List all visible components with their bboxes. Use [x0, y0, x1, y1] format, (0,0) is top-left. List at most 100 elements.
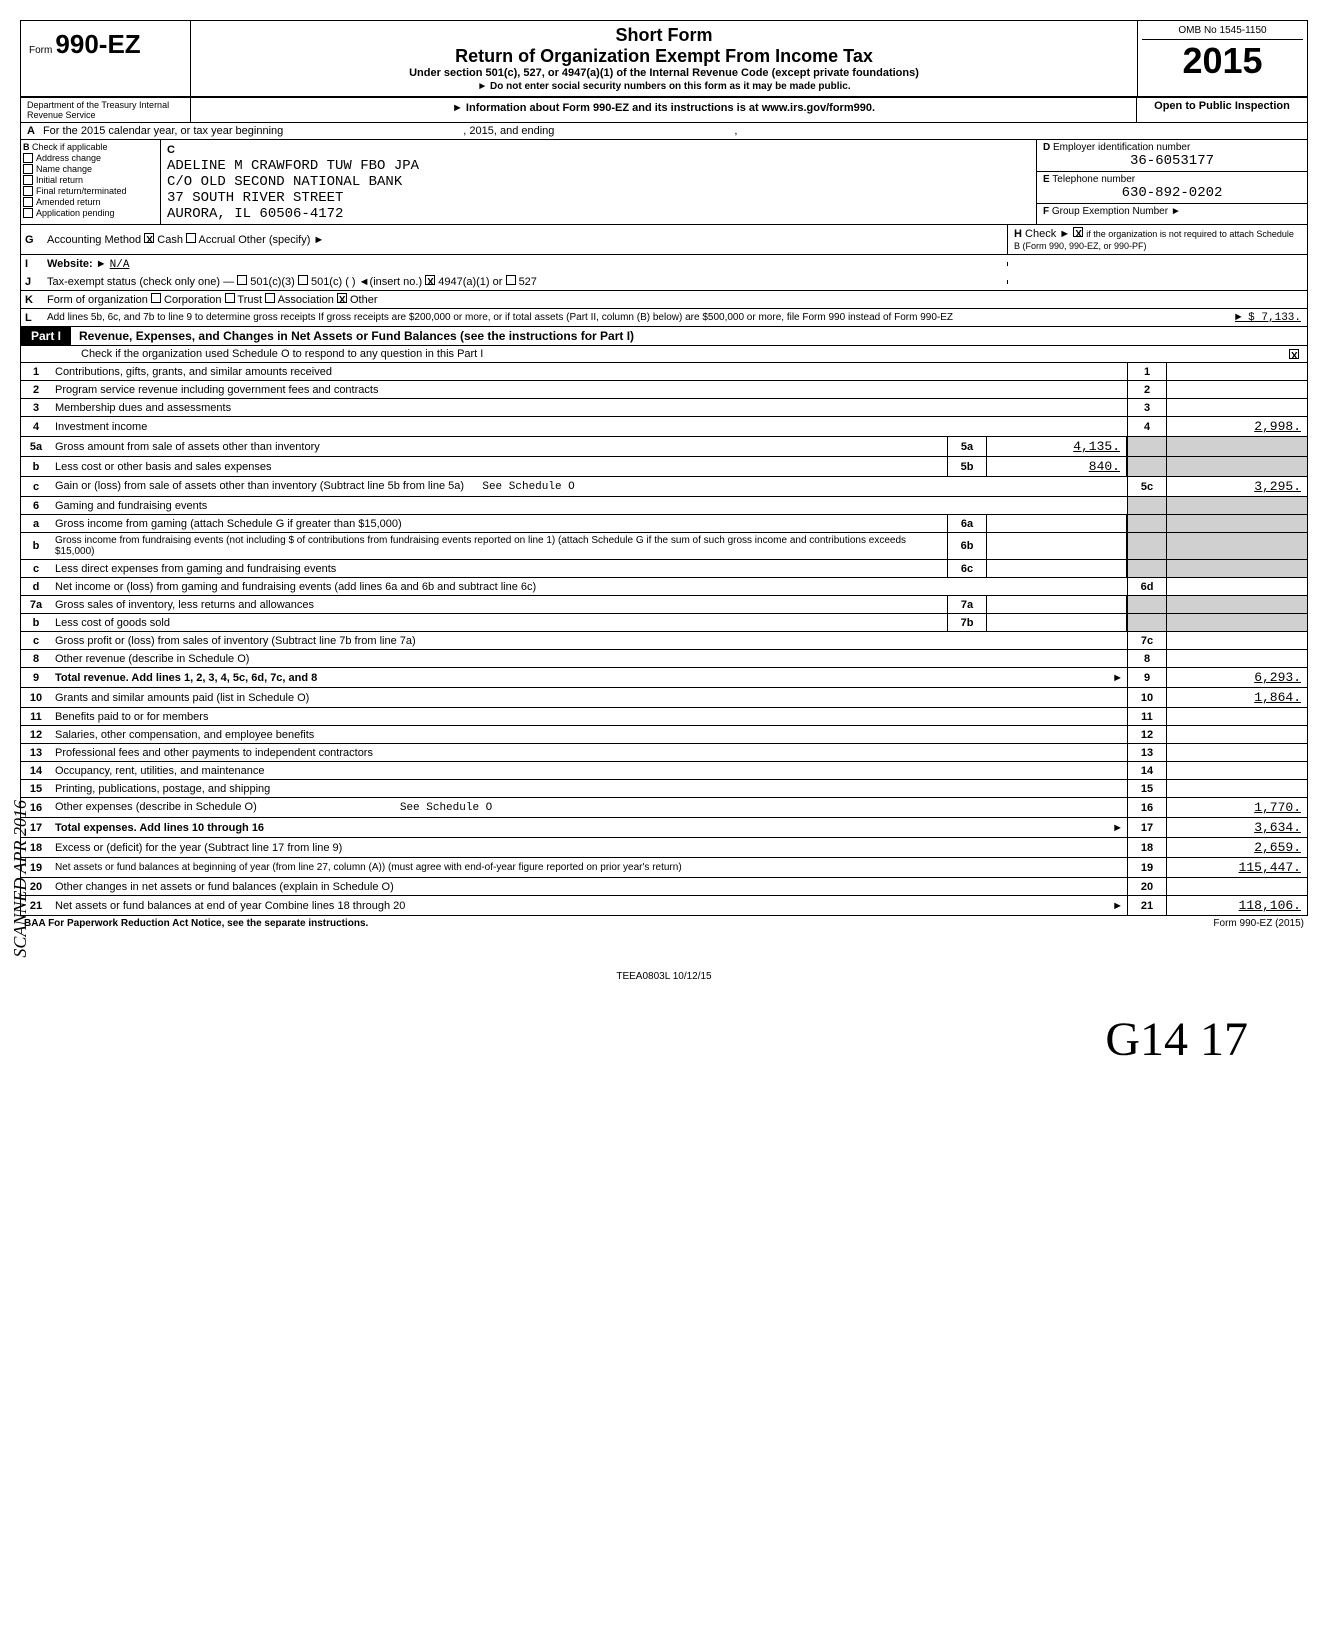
line-a-label: A — [27, 125, 35, 137]
table-body: 1 Contributions, gifts, grants, and simi… — [21, 363, 1307, 915]
group-exemption-box: F Group Exemption Number ► — [1037, 204, 1307, 219]
row-13: 13 Professional fees and other payments … — [21, 744, 1307, 762]
part-1-header: Part I Revenue, Expenses, and Changes in… — [21, 327, 1307, 346]
row-20: 20 Other changes in net assets or fund b… — [21, 878, 1307, 896]
check-association[interactable] — [265, 293, 275, 303]
org-city-zip: AURORA, IL 60506-4172 — [167, 206, 343, 222]
telephone-value: 630-892-0202 — [1043, 185, 1301, 201]
row-10: 10 Grants and similar amounts paid (list… — [21, 688, 1307, 708]
check-4947a1[interactable] — [425, 275, 435, 285]
row-5b: b Less cost or other basis and sales exp… — [21, 457, 1307, 477]
org-care-of: C/O OLD SECOND NATIONAL BANK — [167, 174, 402, 190]
line-l-row: L Add lines 5b, 6c, and 7b to line 9 to … — [21, 309, 1307, 327]
sub-title: Under section 501(c), 527, or 4947(a)(1)… — [201, 67, 1127, 79]
check-schedule-o[interactable] — [1289, 349, 1299, 359]
dept-row: Department of the Treasury Internal Reve… — [21, 98, 1307, 123]
handwritten-signature: G14 17 — [20, 982, 1308, 1097]
line-j-label: J — [21, 276, 43, 288]
row-8: 8 Other revenue (describe in Schedule O)… — [21, 650, 1307, 668]
website-value: N/A — [110, 259, 130, 271]
row-2: 2 Program service revenue including gove… — [21, 381, 1307, 399]
check-cash[interactable] — [144, 233, 154, 243]
check-other-org[interactable] — [337, 293, 347, 303]
check-corporation[interactable] — [151, 293, 161, 303]
check-column: B Check if applicable Address change Nam… — [21, 140, 161, 224]
row-15: 15 Printing, publications, postage, and … — [21, 780, 1307, 798]
gross-receipts-value: 7,133. — [1261, 312, 1301, 324]
line-k-row: K Form of organization Corporation Trust… — [21, 291, 1307, 309]
part-1-label: Part I — [21, 327, 71, 345]
open-public-cell: Open to Public Inspection — [1137, 98, 1307, 122]
ein-value: 36-6053177 — [1043, 153, 1301, 169]
line-a-text-start: For the 2015 calendar year, or tax year … — [43, 125, 283, 137]
row-5c: c Gain or (loss) from sale of assets oth… — [21, 477, 1307, 497]
address-section: B Check if applicable Address change Nam… — [21, 140, 1307, 225]
part-1-title: Revenue, Expenses, and Changes in Net As… — [71, 327, 1307, 345]
scanned-stamp: SCANNED APR 2016 — [10, 800, 31, 958]
line-a-text-end: , — [734, 125, 737, 137]
header-row: Form 990-EZ Short Form Return of Organiz… — [21, 21, 1307, 98]
footer-form-ref: Form 990-EZ (2015) — [1213, 918, 1304, 929]
check-not-schedule-b[interactable] — [1073, 227, 1083, 237]
check-amended-return[interactable]: Amended return — [23, 197, 158, 207]
row-14: 14 Occupancy, rent, utilities, and maint… — [21, 762, 1307, 780]
instruction-1: ► Do not enter social security numbers o… — [201, 81, 1127, 92]
row-7c: c Gross profit or (loss) from sales of i… — [21, 632, 1307, 650]
part-1-sub: Check if the organization used Schedule … — [21, 346, 1307, 363]
address-column: C ADELINE M CRAWFORD TUW FBO JPA C/O OLD… — [161, 140, 1037, 224]
org-name: ADELINE M CRAWFORD TUW FBO JPA — [167, 158, 419, 174]
footer-row: BAA For Paperwork Reduction Act Notice, … — [20, 916, 1308, 931]
form-number-cell: Form 990-EZ — [21, 21, 191, 96]
form-prefix: Form — [29, 45, 52, 56]
row-21: 21 Net assets or fund balances at end of… — [21, 896, 1307, 915]
year-cell: OMB No 1545-1150 2015 — [1137, 21, 1307, 96]
main-title: Return of Organization Exempt From Incom… — [201, 46, 1127, 67]
line-g-h-row: G Accounting Method Cash Accrual Other (… — [21, 225, 1307, 255]
row-6d: d Net income or (loss) from gaming and f… — [21, 578, 1307, 596]
telephone-box: E Telephone number 630-892-0202 — [1037, 172, 1307, 204]
line-k-label: K — [21, 294, 43, 306]
row-6a: a Gross income from gaming (attach Sched… — [21, 515, 1307, 533]
check-501c[interactable] — [298, 275, 308, 285]
check-if-label: Check if applicable — [32, 142, 108, 152]
dept-cell: Department of the Treasury Internal Reve… — [21, 98, 191, 122]
row-7b: b Less cost of goods sold 7b — [21, 614, 1307, 632]
line-b-label: B — [23, 142, 30, 152]
row-6: 6 Gaming and fundraising events — [21, 497, 1307, 515]
row-3: 3 Membership dues and assessments 3 — [21, 399, 1307, 417]
omb-number: OMB No 1545-1150 — [1142, 25, 1303, 40]
line-c-label: C — [167, 144, 175, 156]
form-990ez-container: Form 990-EZ Short Form Return of Organiz… — [20, 20, 1308, 916]
check-trust[interactable] — [225, 293, 235, 303]
title-cell: Short Form Return of Organization Exempt… — [191, 21, 1137, 96]
check-accrual[interactable] — [186, 233, 196, 243]
line-l-label: L — [21, 312, 43, 324]
org-street: 37 SOUTH RIVER STREET — [167, 190, 343, 206]
line-i-row: I Website: ► N/A — [21, 255, 1307, 273]
row-7a: 7a Gross sales of inventory, less return… — [21, 596, 1307, 614]
row-4: 4 Investment income 4 2,998. — [21, 417, 1307, 437]
revenue-table: 1 Contributions, gifts, grants, and simi… — [21, 363, 1307, 915]
line-a-row: A For the 2015 calendar year, or tax yea… — [21, 123, 1307, 140]
form-number: 990-EZ — [55, 29, 140, 59]
short-form-title: Short Form — [201, 25, 1127, 46]
line-j-row: J Tax-exempt status (check only one) — 5… — [21, 273, 1307, 291]
row-6b: b Gross income from fundraising events (… — [21, 533, 1307, 560]
check-527[interactable] — [506, 275, 516, 285]
check-address-change[interactable]: Address change — [23, 153, 158, 163]
line-h-label: H — [1014, 228, 1022, 240]
footer-code: TEEA0803L 10/12/15 — [20, 971, 1308, 982]
check-application-pending[interactable]: Application pending — [23, 208, 158, 218]
line-a-text-mid: , 2015, and ending — [463, 125, 554, 137]
row-12: 12 Salaries, other compensation, and emp… — [21, 726, 1307, 744]
check-initial-return[interactable]: Initial return — [23, 175, 158, 185]
right-info-column: D Employer identification number 36-6053… — [1037, 140, 1307, 224]
info-cell: ► Information about Form 990-EZ and its … — [191, 98, 1137, 122]
row-6c: c Less direct expenses from gaming and f… — [21, 560, 1307, 578]
check-final-return[interactable]: Final return/terminated — [23, 186, 158, 196]
check-501c3[interactable] — [237, 275, 247, 285]
check-name-change[interactable]: Name change — [23, 164, 158, 174]
line-g-label: G — [21, 234, 43, 246]
footer-baa: BAA For Paperwork Reduction Act Notice, … — [24, 918, 368, 929]
row-9: 9 Total revenue. Add lines 1, 2, 3, 4, 5… — [21, 668, 1307, 688]
